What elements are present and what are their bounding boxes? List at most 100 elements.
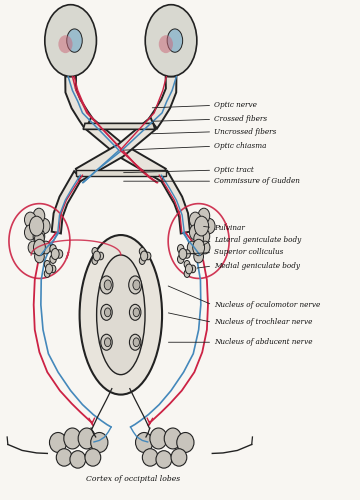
Ellipse shape: [24, 225, 36, 240]
Ellipse shape: [96, 255, 145, 374]
Ellipse shape: [41, 241, 51, 254]
Circle shape: [101, 334, 112, 350]
Ellipse shape: [70, 450, 86, 468]
Ellipse shape: [39, 218, 50, 234]
Ellipse shape: [64, 428, 81, 449]
Ellipse shape: [24, 212, 36, 228]
Ellipse shape: [189, 212, 201, 228]
Ellipse shape: [198, 208, 210, 224]
Ellipse shape: [177, 432, 194, 452]
Ellipse shape: [194, 232, 203, 245]
Circle shape: [193, 240, 204, 256]
Ellipse shape: [35, 232, 44, 245]
Ellipse shape: [49, 432, 67, 452]
Ellipse shape: [92, 257, 98, 264]
Text: Cortex of occipital lobes: Cortex of occipital lobes: [86, 476, 180, 484]
Circle shape: [145, 4, 197, 76]
Polygon shape: [83, 124, 155, 130]
Ellipse shape: [35, 250, 44, 263]
Polygon shape: [76, 118, 156, 182]
Ellipse shape: [33, 228, 45, 244]
Circle shape: [46, 264, 53, 274]
Ellipse shape: [44, 270, 50, 278]
Polygon shape: [86, 118, 166, 182]
Ellipse shape: [50, 265, 56, 273]
Ellipse shape: [190, 265, 196, 273]
Circle shape: [185, 264, 193, 274]
Ellipse shape: [184, 260, 190, 268]
Ellipse shape: [33, 208, 45, 224]
Text: Pulvinar: Pulvinar: [214, 224, 245, 232]
Ellipse shape: [58, 35, 73, 53]
Circle shape: [133, 338, 139, 346]
Circle shape: [93, 251, 100, 261]
Text: Superior colliculus: Superior colliculus: [214, 248, 283, 256]
Text: Optic tract: Optic tract: [214, 166, 254, 174]
Ellipse shape: [159, 35, 173, 53]
Ellipse shape: [56, 448, 72, 466]
Circle shape: [104, 308, 111, 316]
Ellipse shape: [50, 244, 56, 253]
Ellipse shape: [91, 432, 108, 452]
Ellipse shape: [85, 448, 101, 466]
Ellipse shape: [177, 244, 184, 253]
Circle shape: [194, 216, 208, 236]
Circle shape: [30, 216, 44, 236]
Ellipse shape: [139, 257, 145, 264]
Circle shape: [104, 338, 111, 346]
Ellipse shape: [184, 270, 190, 278]
Circle shape: [130, 334, 141, 350]
Text: Nucleus of oculomotor nerve: Nucleus of oculomotor nerve: [214, 301, 320, 309]
Polygon shape: [160, 171, 190, 234]
Ellipse shape: [135, 432, 153, 452]
Ellipse shape: [194, 250, 203, 263]
Circle shape: [33, 240, 45, 256]
Ellipse shape: [98, 252, 104, 260]
Circle shape: [104, 280, 111, 290]
Text: Optic nerve: Optic nerve: [214, 102, 257, 110]
Text: Uncrossed fibers: Uncrossed fibers: [214, 128, 276, 136]
Ellipse shape: [56, 250, 63, 258]
Ellipse shape: [156, 450, 172, 468]
Polygon shape: [65, 76, 93, 128]
Circle shape: [51, 248, 59, 260]
Circle shape: [129, 276, 141, 294]
Text: Optic chiasma: Optic chiasma: [214, 142, 266, 150]
Polygon shape: [52, 171, 81, 234]
Circle shape: [45, 4, 96, 76]
Ellipse shape: [189, 225, 201, 240]
Text: Nucleus of abducent nerve: Nucleus of abducent nerve: [214, 338, 312, 346]
Text: Medial geniculate body: Medial geniculate body: [214, 262, 300, 270]
Ellipse shape: [78, 428, 95, 449]
Ellipse shape: [50, 255, 56, 264]
Ellipse shape: [167, 29, 183, 52]
Ellipse shape: [80, 235, 162, 394]
Ellipse shape: [200, 241, 210, 254]
Ellipse shape: [145, 252, 151, 260]
Ellipse shape: [67, 29, 82, 52]
Polygon shape: [149, 76, 176, 128]
Ellipse shape: [198, 228, 210, 244]
Ellipse shape: [164, 428, 181, 449]
Text: Nucleus of trochlear nerve: Nucleus of trochlear nerve: [214, 318, 312, 326]
Ellipse shape: [171, 448, 187, 466]
Circle shape: [130, 304, 141, 320]
Text: Lateral geniculate body: Lateral geniculate body: [214, 236, 301, 244]
Text: Commissure of Gudden: Commissure of Gudden: [214, 177, 300, 185]
Polygon shape: [76, 170, 166, 176]
Ellipse shape: [28, 241, 38, 254]
Ellipse shape: [44, 260, 50, 268]
Circle shape: [141, 251, 148, 261]
Ellipse shape: [92, 248, 98, 255]
Ellipse shape: [139, 248, 145, 255]
Circle shape: [179, 248, 187, 260]
Ellipse shape: [150, 428, 167, 449]
Circle shape: [133, 280, 140, 290]
Ellipse shape: [184, 250, 190, 258]
Circle shape: [100, 276, 113, 294]
Ellipse shape: [203, 218, 215, 234]
Ellipse shape: [187, 241, 197, 254]
Circle shape: [101, 304, 112, 320]
Ellipse shape: [177, 255, 184, 264]
Circle shape: [133, 308, 139, 316]
